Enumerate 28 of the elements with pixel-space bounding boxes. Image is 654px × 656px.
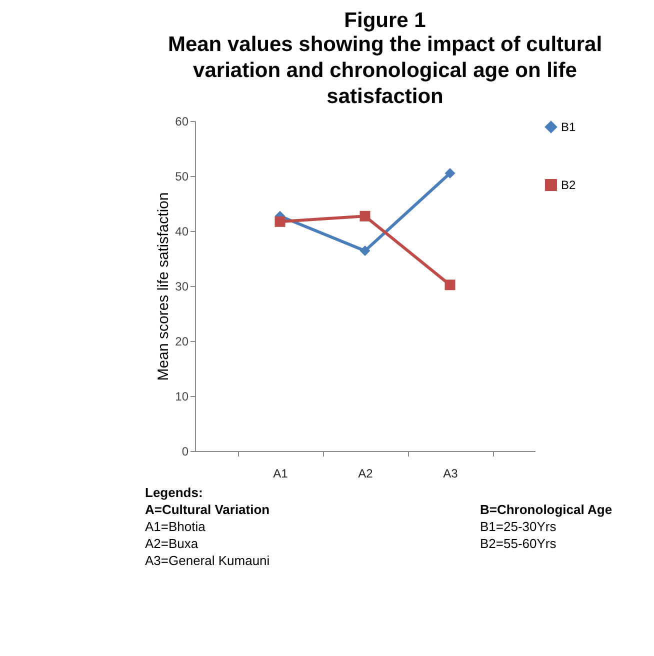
text: A2=Buxa xyxy=(145,535,200,552)
point xyxy=(444,280,456,290)
point xyxy=(274,216,286,227)
y-axis-title: Mean scores life satisfaction xyxy=(155,192,172,381)
chart-subtitle: Mean values showing the impact of cultural variation and chronological age on life satisfaction xyxy=(168,33,602,108)
y-tick-label: 50 xyxy=(175,170,189,184)
y-tick-label: 10 xyxy=(175,390,189,404)
text: B1=25-30Yrs xyxy=(480,518,558,535)
text: B=Chronological Age xyxy=(480,501,612,518)
x-tick-label: A3 xyxy=(443,466,458,480)
y-tick-label: 0 xyxy=(182,444,189,458)
y-tick-label: 40 xyxy=(175,224,189,238)
text: A3=General Kumauni xyxy=(145,552,270,569)
chart-title: Figure 1 xyxy=(344,9,426,32)
point xyxy=(360,210,370,222)
x-tick-label: A2 xyxy=(358,466,374,480)
text: B2=55-60Yrs xyxy=(480,535,558,552)
text: Legends: xyxy=(145,484,204,501)
x-tick-label: A1 xyxy=(273,466,288,480)
point xyxy=(444,168,456,178)
y-tick-label: 30 xyxy=(175,280,189,294)
point xyxy=(360,246,370,256)
y-tick-label: 60 xyxy=(175,114,189,128)
text: A=Cultural Variation xyxy=(145,501,270,518)
legend-label: B2 xyxy=(561,178,576,192)
y-tick-label: 20 xyxy=(175,334,189,348)
legend-label: B1 xyxy=(561,120,576,134)
text: A1=Bhotia xyxy=(145,518,206,535)
